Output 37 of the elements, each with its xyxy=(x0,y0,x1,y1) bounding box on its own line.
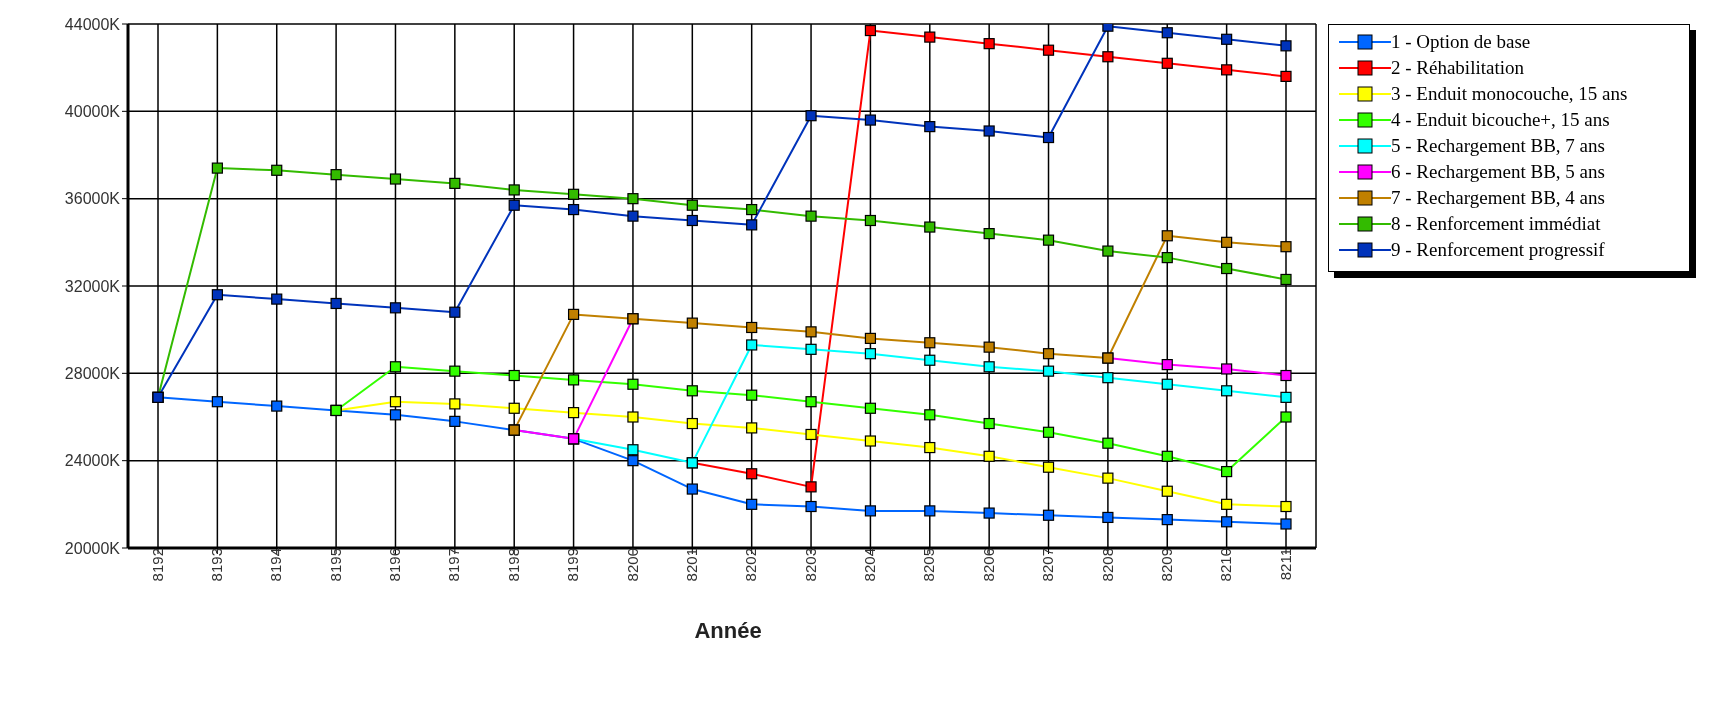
x-tick-label: 8197 xyxy=(445,548,463,582)
legend-label: 2 - Réhabilitation xyxy=(1391,57,1524,79)
x-tick-label: 8198 xyxy=(504,548,522,582)
x-tick-label: 8202 xyxy=(742,548,760,582)
y-tick-label: 44000K xyxy=(64,15,121,33)
y-tick-label: 24000K xyxy=(64,452,121,470)
x-tick-label: 8204 xyxy=(861,548,879,582)
x-tick-label: 8206 xyxy=(979,548,997,582)
y-tick-label: 36000K xyxy=(64,190,121,208)
x-tick-label: 8195 xyxy=(326,548,344,582)
legend-label: 9 - Renforcement progressif xyxy=(1391,239,1605,261)
x-tick-label: 8211 xyxy=(1276,548,1294,581)
legend-label: 7 - Rechargement BB, 4 ans xyxy=(1391,187,1605,209)
y-tick-label: 28000K xyxy=(64,365,121,383)
legend-label: 8 - Renforcement immédiat xyxy=(1391,213,1601,235)
x-tick-label: 8210 xyxy=(1217,548,1235,582)
y-tick-label: 32000K xyxy=(64,277,121,295)
x-tick-label: 8200 xyxy=(623,548,641,582)
x-tick-label: 8205 xyxy=(920,548,938,582)
legend-label: 4 - Enduit bicouche+, 15 ans xyxy=(1391,109,1610,131)
x-tick-label: 8209 xyxy=(1157,548,1175,582)
x-tick-label: 8196 xyxy=(386,548,404,582)
x-tick-label: 8201 xyxy=(682,548,700,582)
x-tick-label: 8207 xyxy=(1039,548,1057,582)
legend-label: 5 - Rechargement BB, 7 ans xyxy=(1391,135,1605,157)
x-tick-label: 8194 xyxy=(267,548,285,582)
x-tick-label: 8208 xyxy=(1098,548,1116,582)
x-tick-label: 8193 xyxy=(208,548,226,582)
y-tick-label: 40000K xyxy=(64,103,121,121)
x-tick-label: 8192 xyxy=(148,548,166,582)
x-tick-label: 8203 xyxy=(801,548,819,582)
x-axis-title: Année xyxy=(693,618,763,644)
legend-label: 1 - Option de base xyxy=(1391,31,1531,53)
x-tick-label: 8199 xyxy=(564,548,582,582)
y-tick-label: 20000K xyxy=(64,539,121,557)
legend-label: 3 - Enduit monocouche, 15 ans xyxy=(1391,83,1628,105)
legend-label: 6 - Rechargement BB, 5 ans xyxy=(1391,161,1605,183)
